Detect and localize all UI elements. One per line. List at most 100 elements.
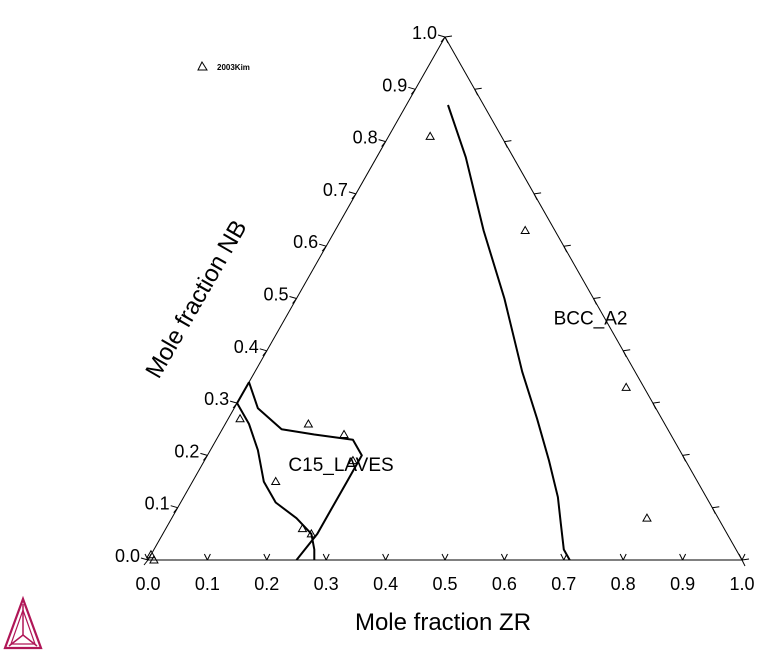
data-point-triangle [297,523,308,533]
x-tick-label: 1.0 [729,574,754,594]
x-tick [741,553,746,561]
x-tick [503,553,508,561]
x-tick-label: 0.7 [551,574,576,594]
y-tick [319,243,327,247]
x-tick [682,553,687,561]
y-tick [321,245,327,252]
data-point-triangle [520,225,531,235]
x-tick [500,553,505,561]
y-tick [143,559,149,566]
x-tick-label: 0.4 [373,574,398,594]
y-tick-label: 0.2 [174,441,199,461]
hypotenuse-tick [652,402,657,410]
y-tick [203,455,208,461]
y-tick-label: 0.6 [293,232,318,252]
y-tick [259,348,267,352]
y-tick [437,34,446,38]
thermo-calc-logo [3,595,43,650]
data-point-triangle [303,419,314,428]
x-tick-label: 0.9 [670,574,695,594]
phase-region-label: C15_LAVES [288,455,393,476]
y-tick-label: 0.3 [204,389,229,409]
axis-ticks [140,34,750,567]
hypotenuse-tick [474,89,479,96]
data-point-triangle [339,429,349,438]
y-tick [440,36,446,43]
x-tick-label: 0.3 [314,574,339,594]
y-tick-labels: 0.0 0.1 0.2 0.3 0.4 0.5 0.6 0.7 0.8 0.9 1.0 [115,23,437,566]
y-tick [173,507,179,514]
x-tick-label: 0.2 [254,574,279,594]
hypotenuse-tick [503,141,508,148]
y-tick-label: 0.5 [263,285,288,305]
x-tick [144,553,149,561]
x-tick [322,553,327,561]
hypotenuse-tick [593,298,597,305]
x-tick-label: 0.8 [611,574,636,594]
y-tick [410,88,416,95]
y-tick [289,296,297,299]
hypotenuse-tick [533,193,538,201]
x-axis-title: Mole fraction ZR [355,609,531,636]
phase-boundary-curve [236,381,316,560]
hypotenuse-tick [741,559,746,567]
hypotenuse-tick [622,350,627,358]
y-tick-label: 0.8 [353,128,378,148]
x-tick [738,553,743,561]
data-point-triangle [270,476,281,486]
legend: 2003Kim [197,60,250,72]
y-tick [408,86,416,90]
y-tick [140,557,149,561]
hypotenuse-tick [504,140,512,143]
y-tick [200,452,208,456]
y-tick [170,505,178,509]
hypotenuse-tick [712,506,720,509]
hypotenuse-tick [563,245,568,253]
data-points [146,131,652,564]
x-tick [147,553,152,561]
x-tick [441,553,446,561]
hypotenuse-tick [444,36,449,44]
x-tick-label: 0.1 [195,574,220,594]
x-tick [619,553,624,561]
hypotenuse-tick [474,87,482,90]
region-labels: BCC_A2 C15_LAVES [288,309,627,476]
phase-boundary-curve [248,381,363,561]
x-tick [325,553,330,561]
x-tick-labels: 0.0 0.1 0.2 0.3 0.4 0.5 0.6 0.7 0.8 0.9 1.0 [135,574,754,594]
data-point-triangle [642,513,652,522]
hypotenuse-tick [682,453,690,456]
x-tick [679,553,684,561]
phase-region-label: BCC_A2 [554,309,628,330]
phase-boundary-curve [447,104,571,561]
x-tick [622,553,627,561]
data-point-triangle [621,382,632,391]
y-axis-title: Mole fraction NB [140,216,252,383]
y-tick [292,298,297,304]
hypotenuse-tick [593,297,601,299]
x-tick [385,553,390,561]
legend-label: 2003Kim [217,63,250,72]
y-tick [262,350,268,357]
hypotenuse-tick [741,558,750,561]
y-tick [229,400,238,404]
hypotenuse-tick [652,401,660,404]
x-tick [444,553,449,561]
data-point-triangle [348,455,358,465]
data-point-triangle [425,131,436,140]
x-tick [203,553,208,561]
ternary-axes-frame [147,36,743,561]
x-tick [560,553,565,561]
x-tick-label: 0.5 [432,574,457,594]
x-tick [263,553,268,561]
x-tick-label: 0.6 [492,574,517,594]
y-tick-label: 0.9 [382,75,407,95]
x-tick [266,553,271,561]
data-point-triangle [149,554,159,564]
phase-boundaries [236,104,571,561]
hypotenuse-tick [623,349,631,352]
y-tick [378,139,386,143]
hypotenuse-tick [534,192,542,195]
hypotenuse-tick [682,455,687,462]
